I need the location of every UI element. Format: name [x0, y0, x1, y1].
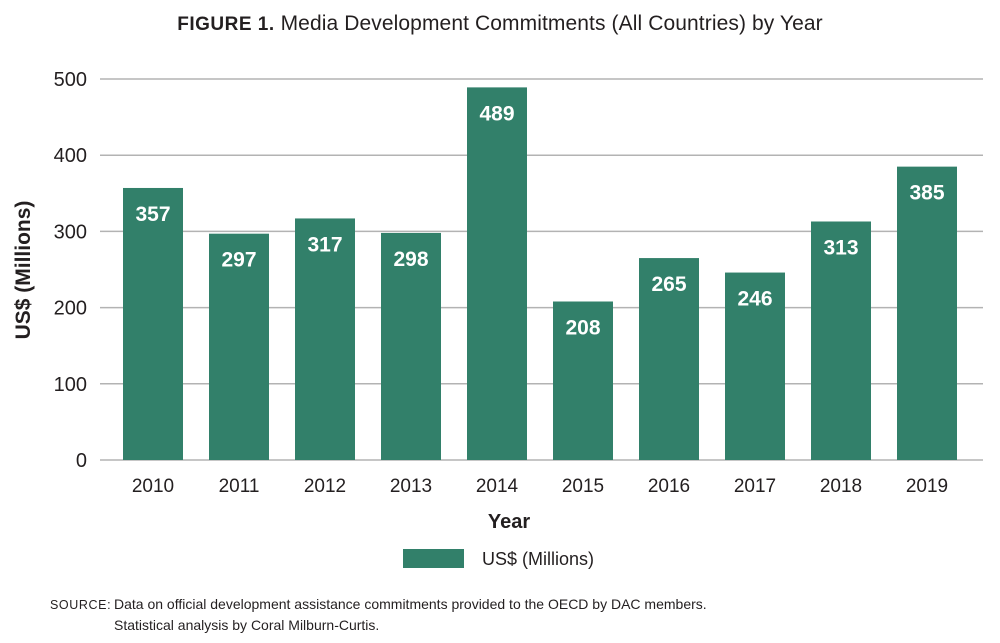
x-tick-label: 2011 [219, 476, 260, 497]
data-label-2017: 246 [737, 288, 772, 311]
bar-2014 [467, 87, 527, 460]
figure-number: FIGURE 1. [177, 14, 275, 35]
y-axis-ticks: 0 100 200 300 400 500 [54, 69, 87, 472]
x-tick-label: 2010 [132, 476, 174, 497]
source-label: SOURCE: [50, 598, 112, 612]
data-label-2013: 298 [393, 248, 428, 271]
x-axis-ticks: 2010 2011 2012 2013 2014 2015 2016 2017 2018 2019 [132, 476, 948, 497]
y-tick-label: 200 [54, 298, 87, 320]
x-tick-label: 2015 [562, 476, 604, 497]
data-label-2014: 489 [479, 102, 514, 125]
legend-swatch [403, 549, 464, 568]
bar-2015 [553, 301, 613, 460]
y-axis-label: US$ (Millions) [12, 201, 35, 340]
x-tick-label: 2014 [476, 476, 519, 497]
bar-2018 [811, 221, 871, 460]
x-tick-label: 2016 [648, 476, 690, 497]
y-tick-label: 500 [54, 69, 87, 91]
data-label-2010: 357 [135, 203, 170, 226]
x-tick-label: 2019 [906, 476, 948, 497]
bars [123, 87, 957, 460]
x-tick-label: 2017 [734, 476, 776, 497]
y-tick-label: 100 [54, 374, 87, 396]
chart-title: FIGURE 1. Media Development Commitments … [0, 12, 1000, 36]
x-axis-label: Year [488, 511, 530, 533]
y-tick-label: 300 [54, 221, 87, 243]
chart-title-text: Media Development Commitments (All Count… [280, 12, 823, 35]
bar-2013 [381, 232, 441, 460]
bar-2011 [209, 233, 269, 460]
bar-2010 [123, 187, 183, 460]
x-tick-label: 2018 [820, 476, 862, 497]
data-label-2019: 385 [909, 182, 944, 205]
bar-2012 [295, 218, 355, 460]
bar-2016 [639, 258, 699, 460]
source-note: SOURCE: Data on official development assi… [50, 594, 707, 635]
data-label-2011: 297 [221, 249, 256, 272]
source-line-2: Statistical analysis by Coral Milburn-Cu… [114, 617, 380, 633]
legend-label: US$ (Millions) [482, 549, 594, 569]
data-label-2012: 317 [307, 233, 342, 256]
data-label-2015: 208 [565, 317, 600, 340]
y-tick-label: 400 [54, 145, 87, 167]
source-line-1: Data on official development assistance … [114, 596, 707, 612]
data-labels: 357 297 317 298 489 208 265 246 313 385 [135, 102, 944, 339]
bar-2019 [897, 166, 957, 460]
data-label-2016: 265 [651, 273, 686, 296]
bar-2017 [725, 272, 785, 460]
data-label-2018: 313 [823, 236, 858, 259]
y-tick-label: 0 [76, 450, 87, 472]
legend: US$ (Millions) [403, 549, 594, 569]
x-tick-label: 2012 [304, 476, 346, 497]
x-tick-label: 2013 [390, 476, 432, 497]
